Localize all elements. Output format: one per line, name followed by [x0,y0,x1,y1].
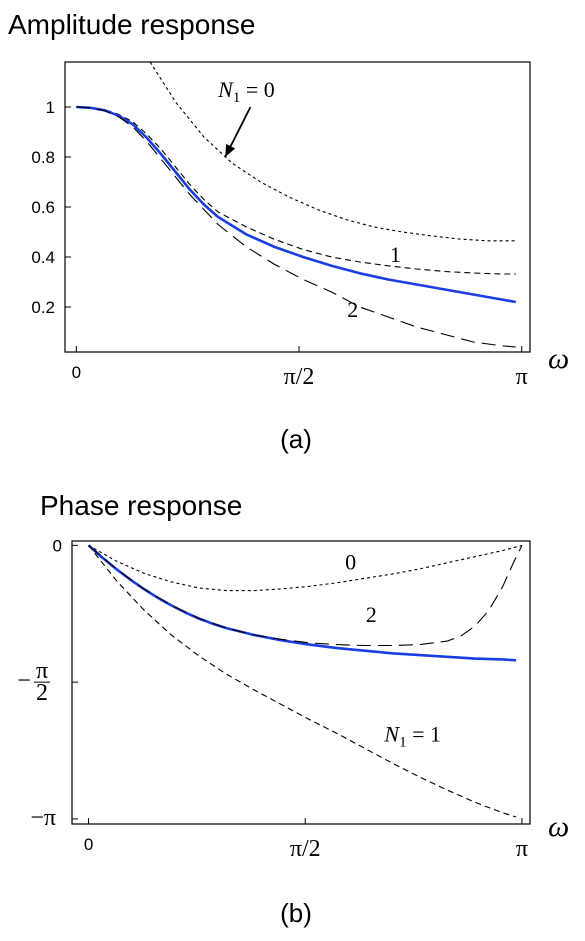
minus-sign: − [17,668,31,694]
amplitude-annotation-layer: N1 = 0 1 2 [217,77,401,322]
amplitude-chart-title: Amplitude response [8,9,255,40]
amplitude-line-n-0 [149,62,516,242]
phase-series-layer [87,544,523,818]
phase-line-0 [88,544,523,592]
amplitude-y-tick-label: 0.6 [31,198,55,217]
phase-chart-title: Phase response [40,490,242,521]
amplitude-y-tick-label: 0.2 [31,298,55,317]
amplitude-line-blue-reference [76,105,517,304]
phase-x-tick-label: π [516,836,528,862]
amplitude-annotation: 1 [390,242,401,267]
phase-annotation: N1 = 1 [383,721,441,750]
fraction-numerator: π [36,658,48,684]
phase-line-n-1 [88,545,517,818]
amplitude-annotation: 2 [347,297,358,322]
phase-line-2 [88,544,523,647]
phase-caption: (b) [280,898,312,928]
phase-y-tick-label: − π2−π/2 [17,658,50,706]
amplitude-x-tick-label: π [516,364,528,390]
amplitude-line-2 [76,106,516,348]
amplitude-caption: (a) [280,424,312,454]
phase-y-tick-label: 0 [53,536,62,555]
amplitude-tick-layer: 0 π/2 π 0.2 0.4 0.6 0.8 1 [31,98,527,390]
phase-x-tick-label: 0 [84,835,93,854]
amplitude-y-tick-label: 1 [46,98,55,117]
phase-tick-layer: 0 π/2 π0− π2−π/2−π [17,536,528,862]
amplitude-plot-frame [64,61,531,353]
phase-line-blue-reference [87,544,517,662]
phase-annotation: 2 [366,602,377,627]
phase-annotation: 0 [345,550,356,575]
amplitude-y-tick-label: 0.8 [31,148,55,167]
phase-annotation-layer: 0 2 N1 = 1 [345,550,441,751]
phase-x-tick-label: π/2 [290,836,321,862]
amplitude-x-axis-label: ω [548,342,569,375]
annotation-arrow-head [225,144,236,157]
amplitude-x-tick-label: 0 [72,363,81,382]
phase-plot-frame [71,540,531,825]
amplitude-response-panel: Amplitude response 0 π/2 π 0.2 0.4 0.6 0.8 1 N1… [8,9,569,454]
phase-y-tick-label: −π [30,805,56,831]
amplitude-series-layer [76,62,517,348]
amplitude-y-tick-label: 0.4 [31,248,55,267]
amplitude-line-1 [76,106,516,275]
fraction-denominator: 2 [36,680,48,706]
amplitude-x-tick-label: π/2 [284,364,315,390]
phase-x-axis-label: ω [548,810,569,843]
amplitude-annotation: N1 = 0 [217,77,275,106]
